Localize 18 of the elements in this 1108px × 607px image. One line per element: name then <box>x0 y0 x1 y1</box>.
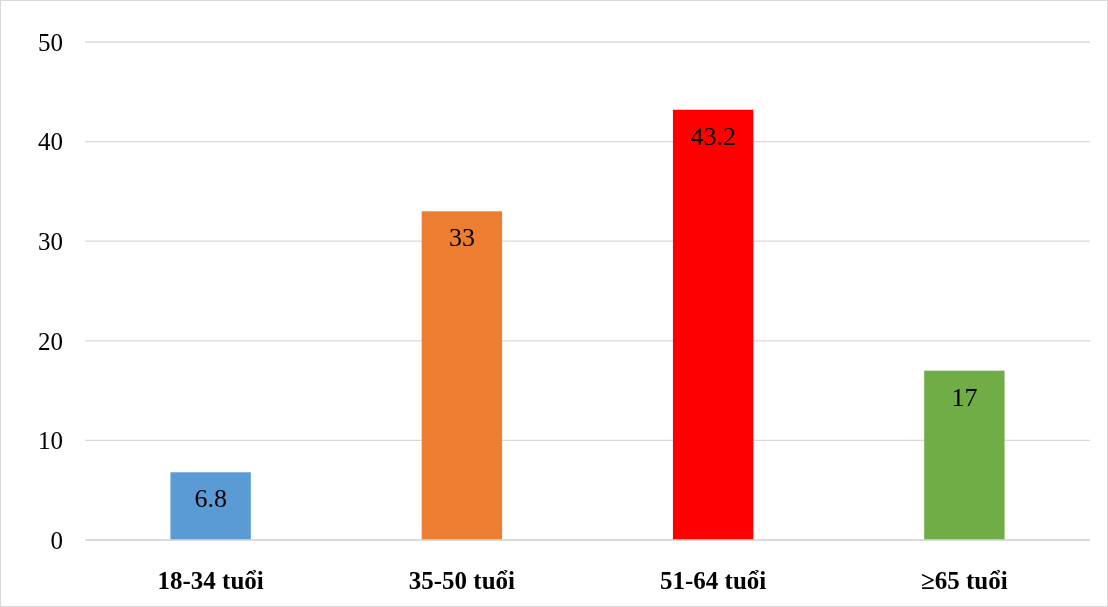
x-tick-label: 18-34 tuổi <box>157 567 264 594</box>
data-label: 43.2 <box>690 121 736 151</box>
x-tick-label: ≥65 tuổi <box>921 567 1008 594</box>
x-tick-label: 35-50 tuổi <box>408 567 516 594</box>
data-label: 6.8 <box>194 484 227 514</box>
y-tick-label: 20 <box>38 327 63 355</box>
data-label: 17 <box>951 382 978 412</box>
data-label: 33 <box>448 223 475 253</box>
y-tick-label: 10 <box>38 427 63 455</box>
bar <box>672 109 754 540</box>
bar <box>924 370 1005 540</box>
x-tick-label: 51-64 tuổi <box>660 567 767 594</box>
bar <box>170 472 251 540</box>
y-tick-label: 30 <box>38 227 63 255</box>
y-tick-label: 0 <box>50 526 63 554</box>
y-tick-label: 40 <box>38 128 63 156</box>
bar <box>421 211 503 540</box>
y-tick-label: 50 <box>38 28 63 56</box>
